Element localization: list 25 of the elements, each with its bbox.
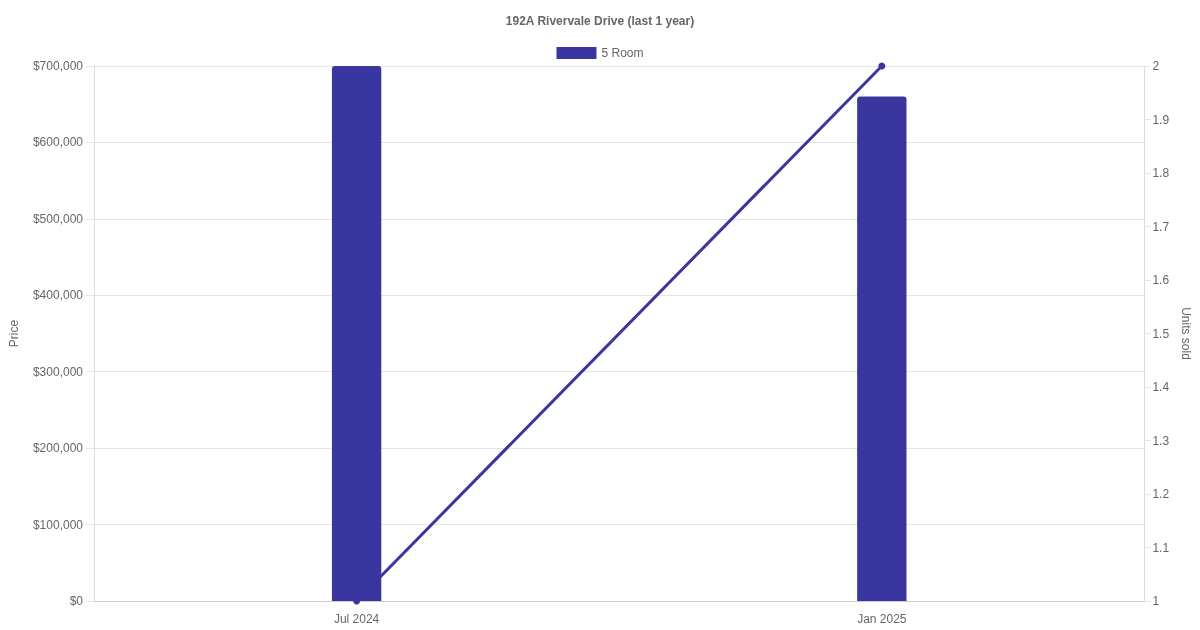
chart-title: 192A Rivervale Drive (last 1 year) (505, 14, 695, 28)
y2-tick-label: 1.2 (1152, 487, 1170, 501)
y2-tick-label: 1.6 (1152, 273, 1170, 287)
y2-tick-label: 1.1 (1152, 540, 1170, 555)
y-tick-label: $200,000 (32, 441, 84, 456)
y-tick-label: $600,000 (32, 135, 84, 150)
y2-tick-label: 1.3 (1152, 433, 1170, 448)
y2-tick-label: 1.7 (1152, 219, 1170, 234)
y-tick-label: $100,000 (32, 517, 84, 532)
y2-tick-label: 1.5 (1152, 326, 1170, 341)
y2-tick-label: 1.4 (1152, 380, 1170, 394)
legend-label: 5 Room (601, 46, 644, 60)
y-tick-label: $300,000 (32, 364, 84, 379)
y-tick-label: $700,000 (32, 59, 84, 73)
y-axis-title: Price (7, 319, 21, 348)
y-tick-label: $500,000 (32, 211, 84, 226)
y2-tick-label: 1.8 (1152, 166, 1170, 180)
x-tick-label: Jan 2025 (857, 612, 907, 626)
y2-axis-title: Units sold (1179, 307, 1193, 360)
y-tick-label: $0 (69, 594, 84, 608)
y-tick-label: $400,000 (32, 288, 84, 303)
y2-tick-label: 1.9 (1152, 112, 1170, 127)
y2-tick-label: 2 (1152, 59, 1160, 73)
y2-tick-label: 1 (1152, 594, 1160, 608)
x-tick-label: Jul 2024 (333, 612, 380, 626)
